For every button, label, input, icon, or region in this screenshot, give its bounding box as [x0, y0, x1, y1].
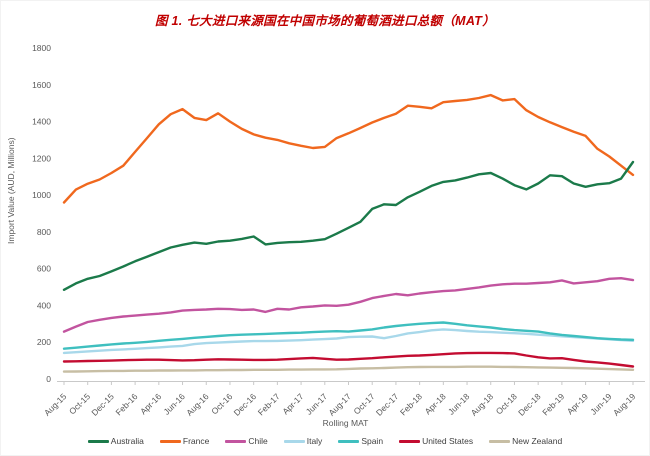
x-tick-label: Aug-18 — [469, 391, 496, 418]
x-tick-label: Feb-17 — [256, 391, 282, 417]
series-line-spain — [62, 321, 635, 350]
x-tick-label: Oct-18 — [494, 391, 519, 416]
x-tick-label: Feb-18 — [398, 391, 424, 417]
legend-swatch-icon — [225, 439, 247, 443]
x-tick-label: Apr-17 — [280, 391, 305, 416]
x-tick-label: Apr-16 — [138, 391, 163, 416]
legend-item-united-states: United States — [399, 436, 473, 446]
series-line-new-zealand — [62, 365, 635, 373]
y-tick-label: 400 — [37, 300, 51, 310]
legend-label: United States — [422, 436, 474, 446]
y-tick-label: 1200 — [32, 153, 51, 163]
legend-item-new-zealand: New Zealand — [489, 436, 562, 446]
x-tick-label: Aug-15 — [42, 391, 69, 418]
x-tick-label: Aug-17 — [326, 391, 353, 418]
x-tick-label: Jun-17 — [304, 391, 330, 417]
x-tick-label: Dec-15 — [89, 391, 116, 418]
legend-swatch-icon — [338, 439, 360, 443]
x-tick-label: Oct-15 — [67, 391, 92, 416]
legend: Australia France Chile Italy Spain United Sta… — [1, 436, 649, 446]
legend-label: New Zealand — [512, 436, 563, 446]
series-line-australia — [62, 160, 635, 291]
x-tick-label: Oct-17 — [352, 391, 377, 416]
series-line-chile — [62, 277, 635, 333]
legend-swatch-icon — [87, 439, 109, 443]
legend-label: Spain — [361, 436, 384, 446]
series-line-united-states — [62, 351, 635, 368]
x-tick-label: Apr-18 — [423, 391, 448, 416]
x-tick-label: Aug-19 — [611, 391, 638, 418]
legend-item-chile: Chile — [225, 436, 268, 446]
legend-swatch-icon — [489, 439, 511, 443]
y-tick-label: 200 — [37, 337, 51, 347]
x-tick-label: Feb-19 — [540, 391, 566, 417]
y-tick-label: 1400 — [32, 117, 51, 127]
series-line-italy — [62, 328, 635, 355]
legend-label: Chile — [248, 436, 268, 446]
y-tick-label: 0 — [46, 374, 51, 384]
legend-swatch-icon — [399, 439, 421, 443]
legend-swatch-icon — [283, 439, 305, 443]
legend-item-spain: Spain — [338, 436, 383, 446]
chart-title: 图 1. 七大进口来源国在中国市场的葡萄酒进口总额（MAT） — [154, 14, 496, 28]
legend-swatch-icon — [159, 439, 181, 443]
x-tick-label: Jun-16 — [162, 391, 188, 417]
legend-label: Italy — [306, 436, 323, 446]
y-tick-label: 1800 — [32, 43, 51, 53]
y-tick-label: 1600 — [32, 80, 51, 90]
legend-label: France — [182, 436, 210, 446]
x-axis-title: Rolling MAT — [322, 418, 369, 428]
x-tick-label: Apr-19 — [565, 391, 590, 416]
x-tick-label: Dec-17 — [374, 391, 401, 418]
y-tick-label: 600 — [37, 264, 51, 274]
x-tick-label: Jun-18 — [446, 391, 472, 417]
x-tick-label: Dec-16 — [232, 391, 259, 418]
legend-item-france: France — [159, 436, 210, 446]
y-tick-label: 800 — [37, 227, 51, 237]
legend-label: Australia — [110, 436, 144, 446]
x-tick-label: Jun-19 — [588, 391, 614, 417]
x-tick-label: Oct-16 — [209, 391, 234, 416]
x-tick-label: Dec-18 — [516, 391, 543, 418]
x-tick-label: Aug-16 — [184, 391, 211, 418]
series-line-france — [62, 93, 635, 204]
x-tick-label: Feb-16 — [113, 391, 139, 417]
y-tick-label: 1000 — [32, 190, 51, 200]
legend-item-italy: Italy — [283, 436, 323, 446]
legend-item-australia: Australia — [87, 436, 144, 446]
